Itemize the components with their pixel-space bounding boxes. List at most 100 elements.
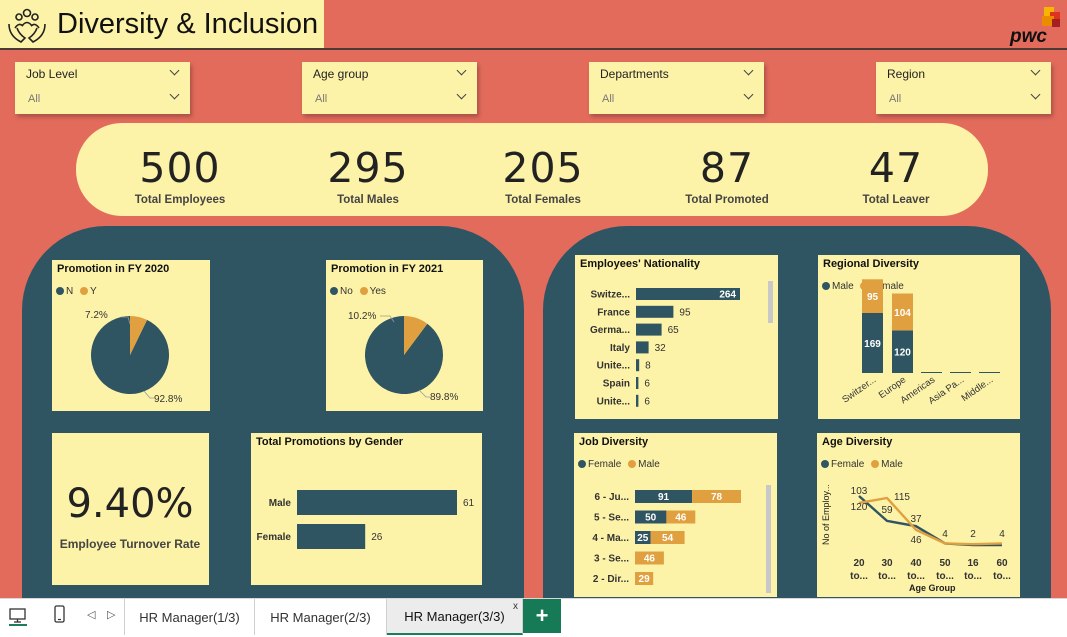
page-title: Diversity & Inclusion — [57, 8, 319, 40]
nationality-card[interactable]: Employees' Nationality Switze... 264 Franc… — [575, 255, 778, 419]
legend-label: Yes — [369, 286, 386, 297]
pie-slice-no — [365, 316, 444, 394]
bar-data-label: 264 — [719, 290, 736, 301]
age-diversity-card[interactable]: Age Diversity Female Male No of Employ..… — [817, 433, 1020, 597]
bar — [297, 490, 457, 515]
chevron-down-icon[interactable] — [743, 89, 754, 100]
bar-category-label: Unite... — [597, 361, 631, 372]
legend: Female Male — [578, 459, 660, 470]
tab-hr-manager-2[interactable]: HR Manager(2/3) — [255, 599, 387, 635]
column-male — [950, 372, 971, 373]
bar-data-label: 26 — [371, 532, 383, 543]
next-page-icon[interactable]: ▷ — [107, 609, 116, 621]
bar-category-label: Spain — [603, 379, 630, 390]
legend-swatch — [628, 460, 637, 468]
bar-category-label: 2 - Dir... — [593, 574, 629, 585]
line-data-label: 4 — [999, 529, 1005, 540]
x-tick-label: Middle... — [959, 374, 995, 404]
x-tick-label: to... — [964, 571, 982, 582]
pie-slice-yes — [404, 316, 428, 355]
prev-page-icon[interactable]: ◁ — [87, 609, 96, 621]
promotions-by-gender-card[interactable]: Total Promotions by Gender Male 61 Female 2… — [251, 433, 482, 585]
column-male — [979, 372, 1000, 373]
kpi-label: Total Promoted — [685, 194, 769, 206]
legend: N Y — [56, 286, 97, 297]
bar-data-label: 6 — [644, 396, 650, 407]
line-data-label: 4 — [942, 529, 948, 540]
bar-female — [635, 510, 667, 524]
tab-label: HR Manager(2/3) — [270, 609, 371, 625]
pie-chart: 10.2% 89.8% — [348, 311, 458, 403]
column-data-label: 95 — [867, 292, 879, 303]
departments-slicer-title: Departments — [600, 67, 669, 81]
chevron-down-icon[interactable] — [1030, 89, 1041, 100]
bar-chart: Switze... 264 France 95 Germa... 65 Italy 32 Uni… — [590, 288, 740, 407]
desktop-icon[interactable] — [8, 606, 28, 626]
close-icon[interactable]: x — [513, 601, 518, 612]
kpi-total-leaver: 47 Total Leaver — [806, 123, 986, 206]
bar-chart: Male 61 Female 26 — [257, 490, 475, 549]
legend-label: Male — [832, 281, 854, 292]
kpi-total-promoted: 87 Total Promoted — [637, 123, 817, 206]
kpi-value: 87 — [699, 144, 755, 192]
kpi-banner: 500 Total Employees 295 Total Males 205 … — [76, 123, 988, 216]
tab-hr-manager-1[interactable]: HR Manager(1/3) — [124, 599, 255, 635]
x-tick-label: 30 — [881, 558, 893, 569]
team-hands-icon — [8, 8, 46, 43]
turnover-label: Employee Turnover Rate — [59, 537, 201, 551]
region-slicer-value[interactable]: All — [889, 93, 902, 105]
card-title: Regional Diversity — [823, 258, 919, 270]
chevron-down-icon[interactable] — [1030, 65, 1041, 76]
bar-data-label: 8 — [645, 361, 651, 372]
bar-male — [692, 490, 741, 503]
report-canvas: Diversity & Inclusion pwc Job Level All … — [0, 0, 1067, 598]
legend: Female Male — [821, 459, 903, 470]
x-tick-label: Switzer... — [840, 374, 878, 405]
scrollbar[interactable] — [768, 281, 773, 323]
bar-category-label: Male — [269, 498, 292, 509]
chevron-down-icon[interactable] — [743, 65, 754, 76]
card-title: Promotion in FY 2021 — [331, 263, 444, 275]
line-data-label: 115 — [894, 492, 910, 503]
x-axis-label: Age Group — [909, 583, 956, 593]
pie-chart: 7.2% 92.8% — [85, 310, 182, 405]
add-page-button[interactable]: + — [523, 599, 561, 633]
bar-data-label: 54 — [662, 533, 674, 544]
legend: No Yes — [330, 286, 386, 297]
bar-category-label: 5 - Se... — [594, 513, 629, 524]
bar-female — [635, 490, 693, 503]
job-level-slicer-value[interactable]: All — [28, 93, 41, 105]
age-group-slicer[interactable]: Age group All — [302, 62, 477, 114]
region-slicer[interactable]: Region All — [876, 62, 1051, 114]
line-chart: No of Employ... Age Group 120 59 46 4 103 115… — [821, 484, 1011, 593]
age-group-slicer-value[interactable]: All — [315, 93, 328, 105]
legend-label: No — [340, 286, 353, 297]
bar-data-label: 78 — [711, 492, 723, 503]
job-diversity-card[interactable]: Job Diversity Female Male 6 - Ju... 91 78 5… — [574, 433, 777, 597]
job-level-slicer[interactable]: Job Level All — [15, 62, 190, 114]
bar — [297, 524, 366, 549]
scrollbar[interactable] — [766, 485, 771, 593]
promotion-fy2020-card[interactable]: Promotion in FY 2020 N Y 7.2% 92.8% — [52, 260, 210, 411]
legend-label: Female — [831, 459, 865, 470]
legend-label: Female — [588, 459, 622, 470]
bar-category-label: Italy — [610, 343, 630, 354]
job-level-slicer-title: Job Level — [26, 67, 78, 81]
kpi-total-males: 295 Total Males — [278, 123, 458, 206]
departments-slicer-value[interactable]: All — [602, 93, 615, 105]
phone-icon[interactable] — [53, 605, 67, 625]
kpi-value: 205 — [502, 144, 584, 192]
chevron-down-icon[interactable] — [456, 89, 467, 100]
departments-slicer[interactable]: Departments All — [589, 62, 764, 114]
column-data-label: 120 — [894, 348, 911, 359]
chevron-down-icon[interactable] — [456, 65, 467, 76]
chevron-down-icon[interactable] — [169, 89, 180, 100]
x-tick-label: to... — [850, 571, 868, 582]
series-line-male — [858, 496, 1003, 546]
chevron-down-icon[interactable] — [169, 65, 180, 76]
tab-hr-manager-3[interactable]: HR Manager(3/3) x — [387, 599, 523, 635]
promotion-fy2021-card[interactable]: Promotion in FY 2021 No Yes 10.2% 89.8% — [326, 260, 483, 411]
regional-diversity-card[interactable]: Regional Diversity Male Female 169 95 Swit… — [818, 255, 1020, 419]
legend-swatch — [578, 460, 586, 468]
card-title: Employees' Nationality — [580, 258, 700, 270]
